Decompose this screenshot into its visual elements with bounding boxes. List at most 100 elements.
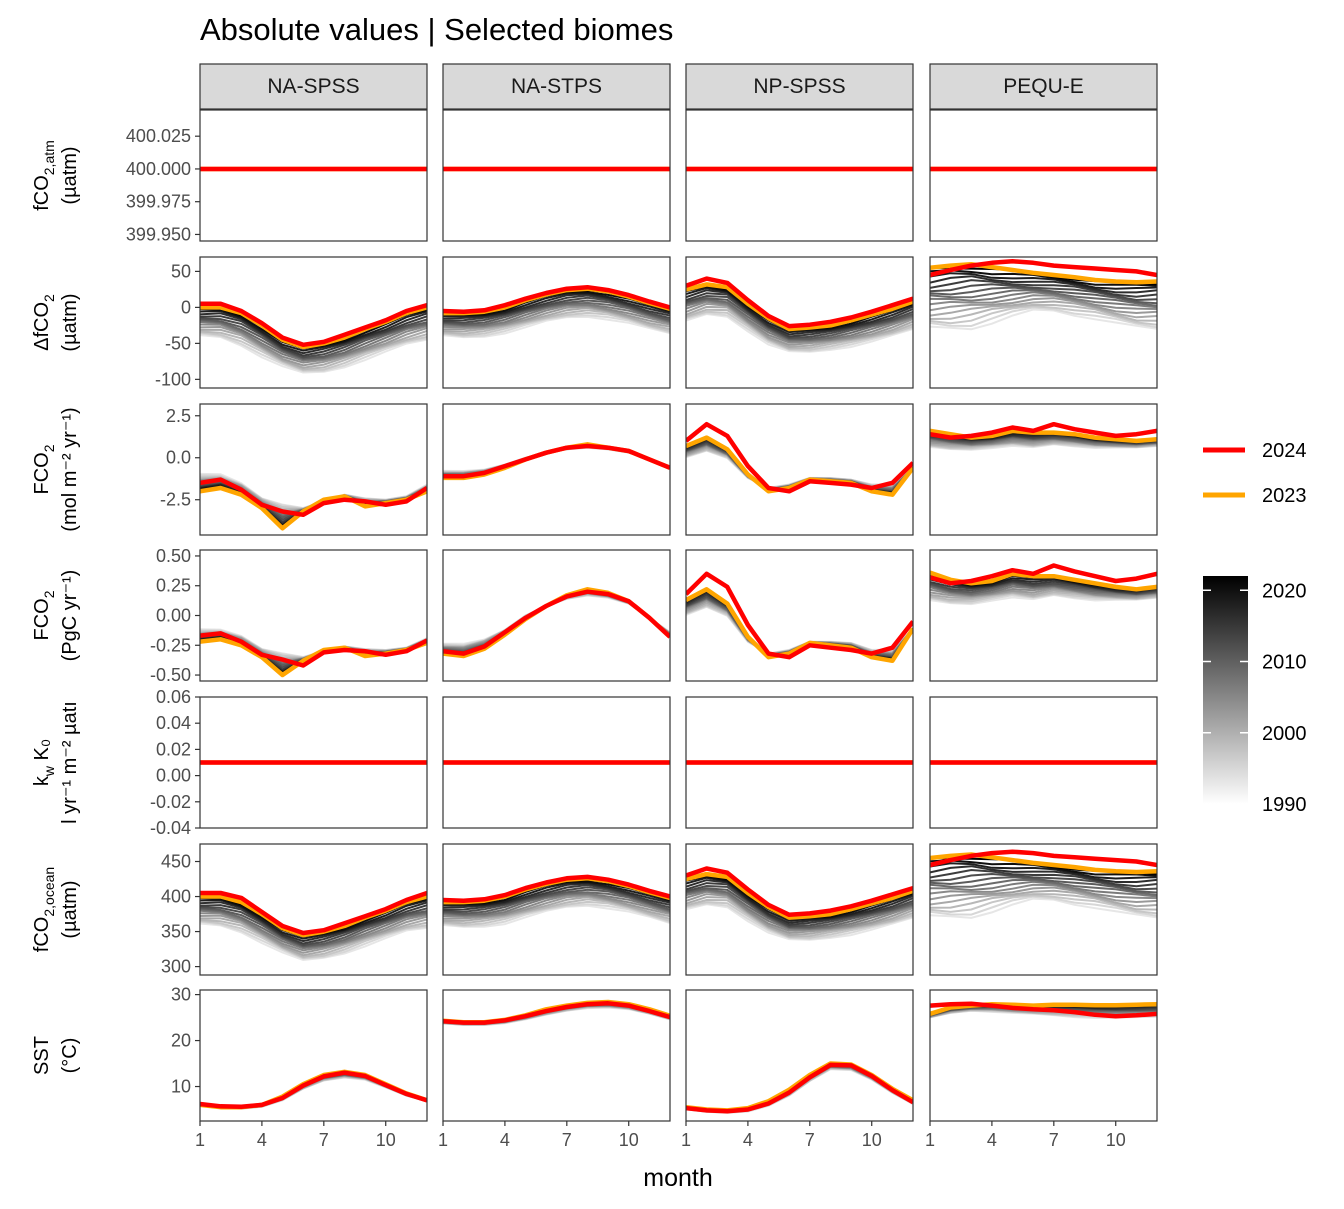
historical-year-line (686, 292, 913, 338)
y-tick-label: 0.00 (156, 766, 191, 786)
series-2024-line (443, 443, 670, 479)
historical-year-line (686, 884, 913, 928)
panel-background (930, 110, 1157, 241)
y-axis-label-fco2pgc: FCO2 (PgC yr⁻¹) (31, 570, 81, 662)
y-axis-label-sst: SST (°C) (31, 1036, 81, 1075)
panel-border (929, 403, 1158, 536)
historical-year-line (200, 321, 427, 362)
historical-year-line (930, 872, 1157, 891)
y-axis-label-fco2atm: fCO2,atm (µatm) (31, 140, 81, 211)
y-tick-label: -2.5 (160, 490, 191, 510)
y-tick-label: 2.5 (166, 406, 191, 426)
y-axis-label-fco2mol: FCO2 (mol m⁻² yr⁻¹) (31, 407, 81, 531)
historical-year-line (930, 868, 1157, 888)
historical-year-line (443, 895, 670, 922)
historical-year-line (200, 922, 427, 962)
x-tick-label: 10 (619, 1130, 639, 1150)
historical-year-line (930, 269, 1157, 287)
panel-border (685, 549, 914, 682)
series-2024-line (930, 563, 1157, 586)
historical-year-line (930, 895, 1157, 917)
panel-background (200, 990, 427, 1121)
x-tick-label: 10 (862, 1130, 882, 1150)
x-tick-label: 7 (562, 1130, 572, 1150)
historical-year-line (200, 904, 427, 945)
series-2023-line (686, 871, 913, 920)
y-tick-label: 0.04 (156, 713, 191, 733)
panel-fco2atm-pequ-e (929, 109, 1158, 242)
series-2024-line (930, 259, 1157, 278)
panel-background (200, 110, 427, 241)
y-axis-label-line1: FCO2 (31, 444, 57, 494)
x-tick-label: 7 (319, 1130, 329, 1150)
y-axis-label-line2: (µatm) (59, 880, 81, 938)
historical-year-line (930, 306, 1157, 329)
strip-na-stps: NA-STPS (442, 63, 671, 110)
y-tick-label: 0.06 (156, 687, 191, 707)
x-tick-label: 1 (438, 1130, 448, 1150)
x-axis-label: month (643, 1164, 712, 1192)
historical-year-line (200, 332, 427, 373)
colorbar-label: 1990 (1262, 794, 1307, 816)
y-tick-label: 350 (161, 922, 191, 942)
panel-lines (930, 563, 1157, 606)
series-2024-line (686, 276, 913, 329)
historical-year-line (686, 302, 913, 346)
panel-fco2mol-na-stps (442, 403, 671, 536)
panel-background (686, 404, 913, 535)
historical-year-line (930, 876, 1157, 894)
panel-sst-pequ-e (929, 989, 1158, 1122)
strip-label: NP-SPSS (753, 75, 845, 98)
panel-kw-np-spss (685, 696, 914, 829)
x-axes: 1 4 7 10 1 4 7 10 1 4 7 10 1 4 7 10 (195, 1121, 1126, 1150)
historical-year-line (443, 886, 670, 913)
y-axis-label-line2: (µatm) (59, 146, 81, 204)
strip-label: PEQU-E (1003, 75, 1084, 98)
historical-year-line (200, 334, 427, 374)
panel-kw-na-spss (199, 696, 428, 829)
historical-year-line (686, 308, 913, 350)
panel-lines (443, 442, 670, 481)
panel-fco2pgc-na-stps (442, 549, 671, 682)
series-2024-line (686, 421, 913, 494)
y-tick-label: 0.00 (156, 606, 191, 626)
panel-border (199, 256, 428, 389)
y-tick-label: -0.25 (150, 635, 191, 655)
y-label-sub: 2,ocean (41, 867, 57, 917)
series-2023-line (686, 587, 913, 664)
y-axis-label-line1: ΔfCO2 (31, 294, 57, 351)
historical-year-line (930, 889, 1157, 908)
panel-background (686, 550, 913, 681)
panel-lines (443, 284, 670, 339)
historical-year-line (200, 325, 427, 367)
historical-year-line (930, 297, 1157, 315)
panel-border (929, 843, 1158, 976)
series-2024-line (930, 849, 1157, 868)
historical-year-line (200, 312, 427, 355)
y-tick-label: -50 (165, 333, 191, 353)
y-tick-label: -0.02 (150, 792, 191, 812)
y-axis-label-fco2ocean: fCO2,ocean (µatm) (31, 867, 81, 952)
y-axis-label-line1: SST (31, 1036, 53, 1075)
panel-lines (686, 421, 913, 497)
panel-background (200, 404, 427, 535)
historical-year-line (930, 897, 1157, 919)
historical-year-line (443, 314, 670, 338)
series-2024-line (200, 890, 427, 936)
series-2024-line (200, 1070, 427, 1110)
strip-label: NA-SPSS (267, 75, 359, 98)
x-tick-label: 4 (257, 1130, 267, 1150)
historical-year-line (200, 309, 427, 352)
x-tick-label: 4 (987, 1130, 997, 1150)
y-label-main: SST (31, 1036, 53, 1075)
panel-lines (930, 259, 1157, 331)
y-tick-label: 0.50 (156, 546, 191, 566)
y-axis-label-line1: fCO2,ocean (31, 867, 57, 952)
historical-year-line (443, 903, 670, 928)
historical-year-line (200, 330, 427, 371)
y-tick-label: 450 (161, 852, 191, 872)
panel-lines (930, 1001, 1157, 1020)
historical-year-line (443, 892, 670, 917)
